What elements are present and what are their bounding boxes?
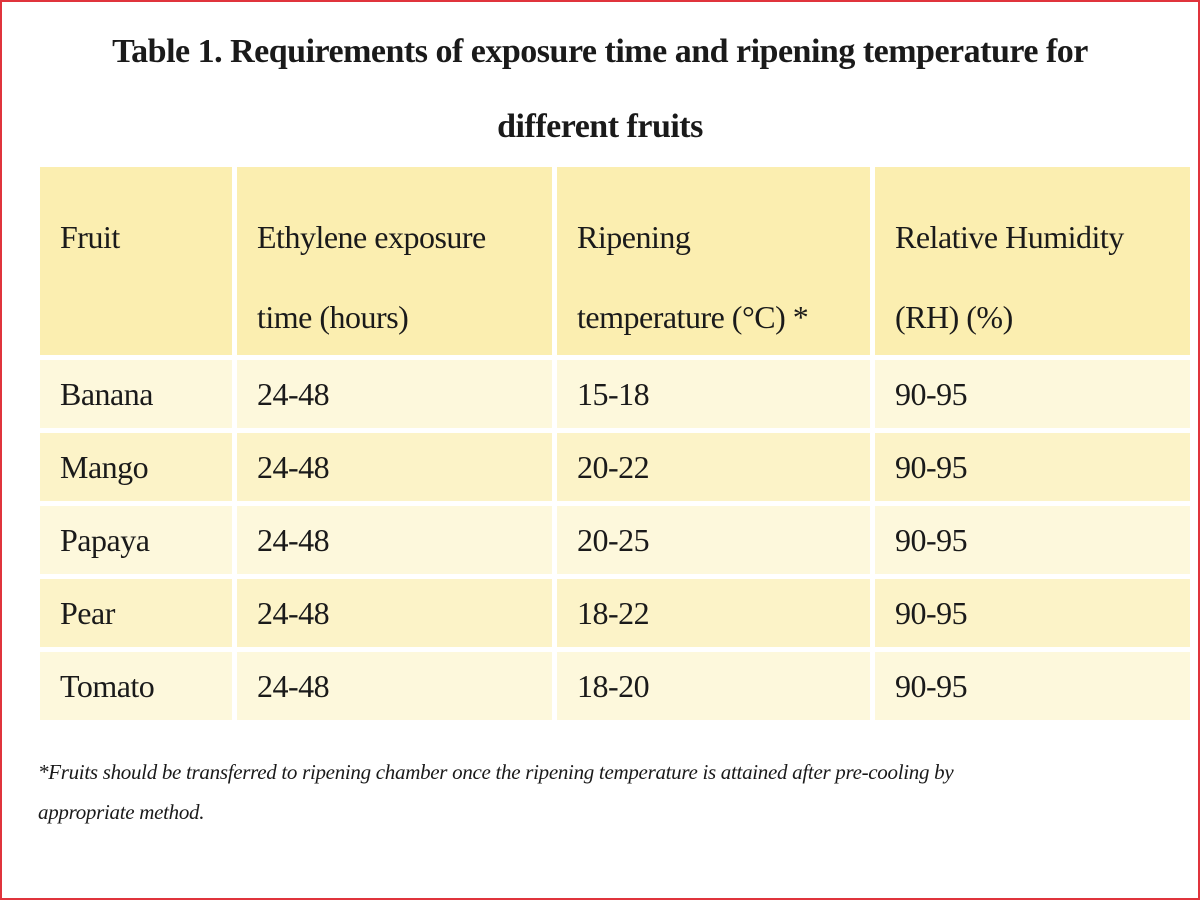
header-label: Ethylene exposure time (hours) <box>257 219 486 335</box>
table-cell: 90-95 <box>875 579 1190 647</box>
cell-text: Tomato <box>60 668 155 704</box>
title-text: different fruits <box>497 108 703 145</box>
header-ethylene-exposure: Ethylene exposure time (hours) <box>237 167 552 355</box>
table-cell: 20-22 <box>557 433 870 501</box>
table-cell: Banana <box>40 360 232 428</box>
header-label: Relative Humidity (RH) (%) <box>895 219 1124 335</box>
table-cell: 20-25 <box>557 506 870 574</box>
cell-text: 20-22 <box>577 449 650 485</box>
table-cell: Pear <box>40 579 232 647</box>
table-cell: 24-48 <box>237 506 552 574</box>
cell-text: Papaya <box>60 522 150 558</box>
cell-text: Banana <box>60 376 153 412</box>
table-cell: Papaya <box>40 506 232 574</box>
header-relative-humidity: Relative Humidity (RH) (%) <box>875 167 1190 355</box>
cell-text: 18-22 <box>577 595 650 631</box>
cell-text: 20-25 <box>577 522 650 558</box>
table-cell: 24-48 <box>237 652 552 720</box>
cell-text: 24-48 <box>257 376 330 412</box>
cell-text: 18-20 <box>577 668 650 704</box>
header-label: Fruit <box>60 219 120 255</box>
table-footnote: *Fruits should be transferred to ripenin… <box>38 752 1168 832</box>
fruit-ripening-table: Fruit Ethylene exposure time (hours) Rip… <box>40 167 1190 720</box>
table-cell: 90-95 <box>875 360 1190 428</box>
cell-text: 90-95 <box>895 595 968 631</box>
table-cell: 24-48 <box>237 433 552 501</box>
cell-text: 24-48 <box>257 595 330 631</box>
cell-text: 90-95 <box>895 376 968 412</box>
cell-text: 90-95 <box>895 522 968 558</box>
table-title-line-2: different fruits <box>40 105 1160 149</box>
cell-text: Pear <box>60 595 115 631</box>
table-cell: 90-95 <box>875 433 1190 501</box>
cell-text: 24-48 <box>257 449 330 485</box>
table-cell: 90-95 <box>875 652 1190 720</box>
header-fruit: Fruit <box>40 167 232 355</box>
table-title-line-1: Table 1. Requirements of exposure time a… <box>40 30 1160 74</box>
table-cell: 18-22 <box>557 579 870 647</box>
header-ripening-temperature: Ripening temperature (°C) * <box>557 167 870 355</box>
table-cell: 15-18 <box>557 360 870 428</box>
table-cell: Mango <box>40 433 232 501</box>
footnote-line-1: *Fruits should be transferred to ripenin… <box>38 760 954 784</box>
table-cell: 24-48 <box>237 360 552 428</box>
footnote-line-2: appropriate method. <box>38 800 205 824</box>
cell-text: 90-95 <box>895 668 968 704</box>
table-cell: 90-95 <box>875 506 1190 574</box>
title-text: Table 1. Requirements of exposure time a… <box>112 33 1088 70</box>
cell-text: 90-95 <box>895 449 968 485</box>
cell-text: 24-48 <box>257 522 330 558</box>
header-label: Ripening temperature (°C) * <box>577 219 809 335</box>
table-cell: 18-20 <box>557 652 870 720</box>
table-cell: Tomato <box>40 652 232 720</box>
cell-text: 15-18 <box>577 376 650 412</box>
cell-text: 24-48 <box>257 668 330 704</box>
table-cell: 24-48 <box>237 579 552 647</box>
cell-text: Mango <box>60 449 149 485</box>
